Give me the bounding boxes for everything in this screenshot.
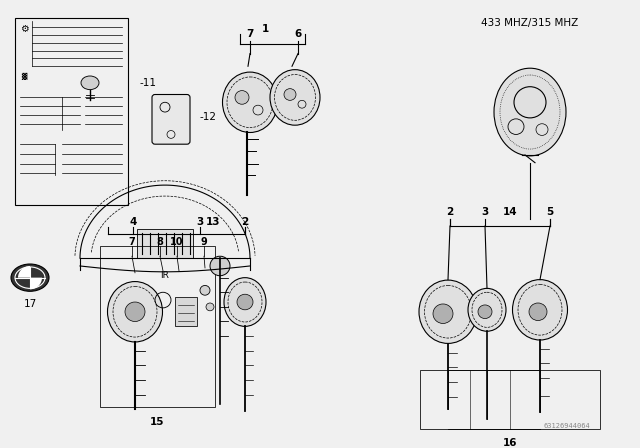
Text: 2: 2 [241, 217, 248, 227]
Ellipse shape [81, 76, 99, 90]
Bar [175, 297, 197, 327]
Text: 1: 1 [261, 24, 269, 34]
Ellipse shape [224, 278, 266, 327]
Circle shape [210, 256, 230, 276]
Text: 7: 7 [246, 29, 253, 39]
Circle shape [529, 303, 547, 320]
Ellipse shape [223, 72, 278, 133]
Wedge shape [30, 278, 42, 289]
Text: 6: 6 [294, 29, 301, 39]
Bar [420, 370, 600, 429]
Bar [100, 246, 215, 407]
Text: -11: -11 [140, 78, 157, 88]
Circle shape [433, 304, 453, 323]
Circle shape [478, 305, 492, 319]
Text: 13: 13 [205, 217, 220, 227]
Circle shape [125, 302, 145, 322]
Ellipse shape [494, 68, 566, 156]
Text: 5: 5 [547, 207, 554, 217]
Text: IR: IR [161, 271, 170, 280]
Text: 14: 14 [502, 207, 517, 217]
Text: 433 MHZ/315 MHZ: 433 MHZ/315 MHZ [481, 17, 579, 27]
Text: 9: 9 [200, 237, 207, 246]
Bar [137, 229, 193, 258]
Text: 10: 10 [170, 237, 184, 246]
Text: 4: 4 [129, 217, 137, 227]
Circle shape [237, 294, 253, 310]
Text: -12: -12 [200, 112, 217, 122]
Bar [15, 17, 128, 205]
Ellipse shape [108, 281, 163, 342]
Wedge shape [18, 266, 30, 278]
Ellipse shape [513, 280, 568, 340]
Ellipse shape [270, 69, 320, 125]
Ellipse shape [419, 280, 477, 344]
Circle shape [235, 90, 249, 104]
Circle shape [206, 303, 214, 311]
Text: ▓: ▓ [21, 73, 27, 80]
Text: 3: 3 [196, 217, 204, 227]
Circle shape [284, 89, 296, 100]
Ellipse shape [11, 264, 49, 291]
Ellipse shape [468, 289, 506, 331]
Text: 3: 3 [481, 207, 488, 217]
Text: 8: 8 [157, 237, 163, 246]
Text: 63126944064: 63126944064 [543, 422, 590, 429]
Text: ⚙: ⚙ [20, 24, 28, 34]
Text: 7: 7 [129, 237, 136, 246]
Text: 15: 15 [150, 417, 164, 427]
Text: 16: 16 [503, 439, 517, 448]
Text: 17: 17 [24, 299, 36, 309]
FancyBboxPatch shape [152, 95, 190, 144]
Circle shape [200, 285, 210, 295]
Text: 2: 2 [446, 207, 454, 217]
